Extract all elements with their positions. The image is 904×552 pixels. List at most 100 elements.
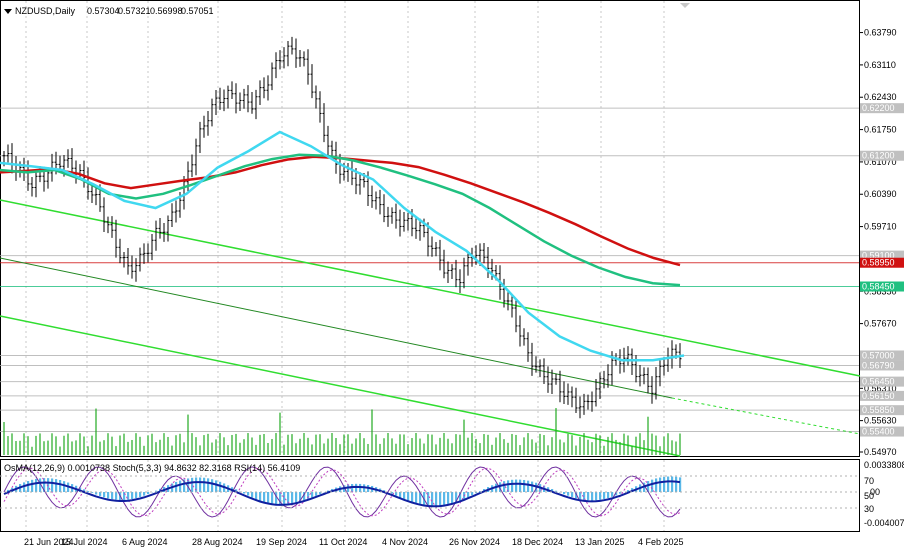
osma-bar-51 [207, 478, 210, 492]
price-tick-3: 0.61750 [864, 125, 897, 135]
osma-bar-164 [659, 477, 662, 492]
osma-bar-116 [467, 492, 470, 498]
osma-bar-101 [407, 492, 410, 502]
osma-bar-88 [355, 483, 358, 492]
time-label-9: 13 Jan 2025 [575, 537, 625, 547]
osma-bar-9 [39, 478, 42, 492]
price-tick-6: 0.59710 [864, 222, 897, 232]
osma-bar-117 [471, 492, 474, 496]
ind-tick-top: 0.0033808 [864, 460, 904, 470]
ind-tick-70: 70 [864, 476, 874, 486]
osma-bar-30 [123, 492, 126, 500]
osma-bar-167 [671, 476, 674, 492]
level-label-box-6 [860, 360, 904, 371]
osma-bar-143 [575, 492, 578, 499]
osma-bar-137 [551, 488, 554, 492]
open-value: 0.57304 [87, 6, 120, 16]
osma-bar-98 [395, 492, 398, 496]
price-tick-1: 0.63110 [864, 60, 896, 70]
osma-bar-102 [411, 492, 414, 503]
time-label-3: 28 Aug 2024 [192, 537, 243, 547]
osma-bar-142 [571, 492, 574, 498]
osma-bar-150 [603, 492, 606, 500]
level-label-box-10 [860, 426, 904, 437]
osma-bar-130 [523, 479, 526, 492]
osma-bar-28 [115, 492, 118, 500]
osma-bar-138 [555, 490, 558, 492]
osma-bar-34 [139, 492, 142, 497]
time-label-10: 4 Feb 2025 [638, 537, 684, 547]
osma-bar-103 [415, 492, 418, 504]
osma-bar-69 [279, 492, 282, 506]
osma-bar-48 [195, 477, 198, 492]
osma-bar-100 [403, 492, 406, 500]
osma-bar-108 [435, 492, 438, 508]
time-label-0: 21 Jun 2024 [24, 537, 74, 547]
osma-bar-125 [503, 481, 506, 492]
price-tick-9: 0.57670 [864, 319, 897, 329]
level-label-9: 0.55850 [862, 405, 895, 415]
osma-bar-168 [675, 476, 678, 492]
osma-bar-111 [447, 492, 450, 506]
indicator-axis: 0.0033808 70 00 50 30 -0.0040072 [864, 460, 904, 528]
osma-bar-61 [247, 492, 250, 496]
menu-triangle-icon[interactable] [4, 9, 12, 14]
osma-bar-87 [351, 484, 354, 492]
osma-bar-146 [587, 492, 590, 501]
osma-bar-169 [679, 477, 682, 492]
osma-bar-46 [187, 478, 190, 492]
osma-bar-33 [135, 492, 138, 499]
osma-bar-107 [431, 492, 434, 508]
osma-bar-76 [307, 492, 310, 500]
osma-bar-65 [263, 492, 266, 503]
ind-tick-50: 50 [864, 491, 874, 501]
osma-bar-52 [211, 479, 214, 492]
osma-bar-71 [287, 492, 290, 505]
level-label-box-3 [860, 257, 904, 268]
osma-bar-147 [591, 492, 594, 501]
osma-bar-64 [259, 492, 262, 501]
osma-bar-32 [131, 492, 134, 500]
time-label-6: 4 Nov 2024 [382, 537, 428, 547]
stoch-signal-line [3, 467, 681, 517]
osma-bar-151 [607, 492, 610, 499]
ind-tick-00: 00 [870, 487, 880, 497]
low-value: 0.56998 [150, 6, 183, 16]
osma-bar-73 [295, 492, 298, 504]
osma-bar-129 [519, 479, 522, 492]
level-label-box-8 [860, 390, 904, 401]
level-label-box-9 [860, 405, 904, 416]
osma-bar-132 [531, 481, 534, 492]
level-label-7: 0.56450 [862, 377, 895, 387]
channel-lower [0, 315, 681, 457]
level-label-box-7 [860, 376, 904, 387]
osma-bar-141 [567, 492, 570, 496]
osma-bar-124 [499, 482, 502, 492]
osma-bar-20 [83, 489, 86, 492]
level-label-0: 0.62200 [862, 103, 895, 113]
ind-tick-bottom: -0.0040072 [864, 518, 904, 528]
osma-bar-21 [87, 491, 90, 492]
osma-bar-35 [143, 492, 146, 496]
osma-bar-45 [183, 479, 186, 492]
osma-bar-49 [199, 477, 202, 492]
osma-bar-156 [627, 490, 630, 492]
osma-bar-99 [399, 492, 402, 498]
osma-bar-70 [283, 492, 286, 506]
price-tick-4: 0.61070 [864, 157, 897, 167]
rsi-line [3, 480, 681, 508]
osma-bar-60 [243, 492, 246, 494]
osma-bar-74 [299, 492, 302, 503]
stoch-main-line [3, 466, 681, 518]
scroll-triangle-icon[interactable] [680, 3, 690, 8]
osma-bar-162 [651, 479, 654, 492]
osma-bar-72 [291, 492, 294, 505]
level-label-2: 0.59100 [862, 251, 895, 261]
horizontal-levels [0, 107, 859, 433]
level-label-10: 0.55400 [862, 427, 895, 437]
level-label-box-5 [860, 350, 904, 361]
osma-bar-163 [655, 478, 658, 492]
time-label-5: 11 Oct 2024 [319, 537, 367, 547]
